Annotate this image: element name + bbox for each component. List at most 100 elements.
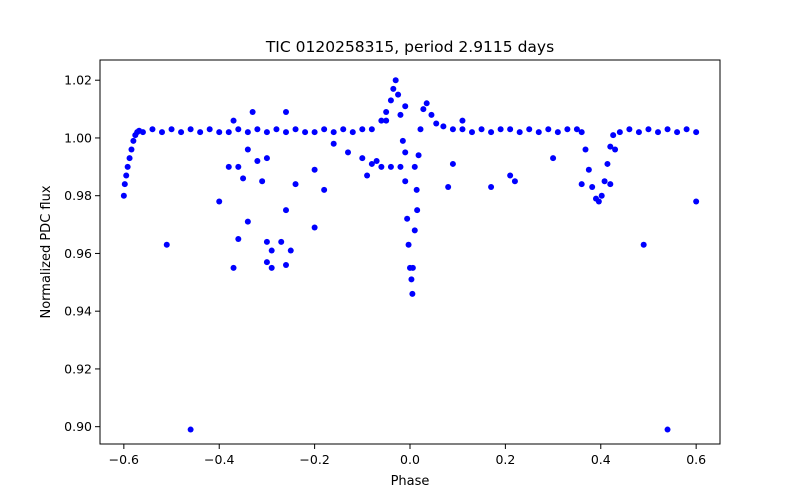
data-point <box>178 129 185 136</box>
data-point <box>488 184 495 191</box>
data-point <box>409 290 416 297</box>
data-point <box>469 129 475 136</box>
data-point <box>616 129 623 136</box>
data-points <box>120 77 700 433</box>
data-point <box>340 126 347 133</box>
data-point <box>330 140 337 147</box>
data-point <box>283 261 289 268</box>
data-point <box>573 126 580 133</box>
data-point <box>235 163 242 170</box>
x-tick-label: 0.4 <box>591 452 611 467</box>
data-point <box>683 126 690 133</box>
data-point <box>268 264 275 271</box>
data-point <box>244 218 251 225</box>
data-point <box>230 117 237 124</box>
data-point <box>440 123 447 130</box>
data-point <box>387 97 394 104</box>
y-tick-label: 0.90 <box>64 419 92 434</box>
data-point <box>235 126 242 133</box>
data-point <box>149 126 156 133</box>
data-point <box>626 126 633 133</box>
data-point <box>216 198 223 205</box>
y-tick-label: 0.94 <box>64 304 92 319</box>
data-point <box>383 117 390 124</box>
data-point <box>399 137 406 144</box>
data-point <box>206 126 213 133</box>
data-point <box>417 126 424 133</box>
data-point <box>283 108 289 115</box>
data-point <box>459 117 466 124</box>
y-axis: 0.90 0.92 0.94 0.96 0.98 1.00 1.02 <box>64 73 100 434</box>
data-point <box>550 155 557 162</box>
x-tick-label: 0.0 <box>400 452 420 467</box>
data-point <box>449 126 456 133</box>
data-point <box>387 163 394 170</box>
data-point <box>128 146 135 153</box>
data-point <box>321 126 328 133</box>
data-point <box>121 181 128 188</box>
data-point <box>292 181 299 188</box>
data-point <box>607 143 614 150</box>
data-point <box>225 129 232 136</box>
data-point <box>390 85 397 92</box>
data-point <box>610 132 617 139</box>
data-point <box>249 108 256 115</box>
data-point <box>225 163 232 170</box>
data-point <box>230 264 237 271</box>
data-point <box>449 160 456 167</box>
data-point <box>383 108 390 115</box>
data-point <box>511 178 518 185</box>
x-tick-label: −0.2 <box>299 452 329 467</box>
y-tick-label: 1.02 <box>64 73 92 88</box>
data-point <box>445 184 452 191</box>
data-point <box>423 100 430 107</box>
data-point <box>497 126 504 133</box>
data-point <box>645 126 652 133</box>
data-point <box>488 129 495 136</box>
data-point <box>273 126 280 133</box>
data-point <box>414 207 421 214</box>
data-point <box>168 126 175 133</box>
data-point <box>368 160 375 167</box>
data-point <box>635 129 642 136</box>
data-point <box>554 129 561 136</box>
data-point <box>124 163 131 170</box>
data-point <box>163 241 170 248</box>
data-point <box>601 178 608 185</box>
data-point <box>216 129 223 136</box>
data-point <box>693 198 700 205</box>
data-point <box>433 120 440 127</box>
data-point <box>321 186 328 193</box>
data-point <box>187 126 194 133</box>
data-point <box>507 172 514 179</box>
data-point <box>392 77 399 84</box>
y-tick-label: 1.00 <box>64 130 92 145</box>
data-point <box>283 129 289 136</box>
data-point <box>582 146 589 153</box>
data-point <box>507 126 514 133</box>
data-point <box>478 126 485 133</box>
data-point <box>159 129 165 136</box>
data-point <box>254 126 261 133</box>
data-point <box>607 181 614 188</box>
data-point <box>345 149 351 156</box>
data-point <box>123 172 130 179</box>
data-point <box>564 126 571 133</box>
data-point <box>415 152 422 159</box>
chart-title: TIC 0120258315, period 2.9115 days <box>265 38 554 56</box>
data-point <box>413 186 420 193</box>
data-point <box>359 126 366 133</box>
data-point <box>402 178 409 185</box>
data-point <box>311 166 318 173</box>
x-axis: −0.6 −0.4 −0.2 0.0 0.2 0.4 0.6 <box>109 444 706 467</box>
data-point <box>187 426 194 433</box>
data-point <box>408 276 415 283</box>
data-point <box>368 126 375 133</box>
data-point <box>139 129 146 136</box>
data-point <box>244 129 251 136</box>
data-point <box>395 91 402 98</box>
data-point <box>311 129 318 136</box>
data-point <box>589 184 596 191</box>
data-point <box>411 227 418 234</box>
